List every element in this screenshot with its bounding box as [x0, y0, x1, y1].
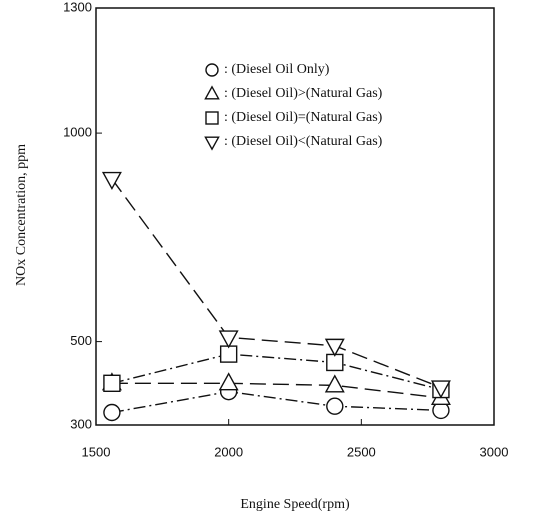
- legend-label: : (Diesel Oil)>(Natural Gas): [224, 86, 383, 101]
- plot-frame: [95, 7, 495, 426]
- data-point: [219, 345, 238, 363]
- x-tick-label: 1500: [82, 444, 111, 459]
- data-point: [218, 330, 239, 349]
- y-tick-label: 300: [70, 416, 92, 431]
- legend-marker: [205, 63, 219, 77]
- x-tick-label: 3000: [480, 444, 509, 459]
- legend-label: : (Diesel Oil)<(Natural Gas): [224, 134, 383, 149]
- data-point: [326, 397, 344, 415]
- data-point: [324, 338, 345, 357]
- series-line: [111, 178, 442, 389]
- x-tick-label: 2500: [347, 444, 376, 459]
- y-tick-label: 1300: [63, 0, 92, 14]
- y-axis-label: NOx Concentration, ppm: [14, 144, 29, 286]
- data-point: [326, 353, 344, 372]
- series-line: [111, 353, 442, 391]
- legend-label: : (Diesel Oil Only): [224, 62, 330, 77]
- y-tick-label: 1000: [63, 125, 92, 140]
- y-tick-label: 500: [70, 333, 92, 348]
- x-axis-label: Engine Speed(rpm): [240, 497, 350, 512]
- data-point: [430, 380, 451, 399]
- data-point: [101, 171, 122, 191]
- legend-marker: [205, 111, 219, 125]
- data-point: [103, 374, 121, 392]
- series-line: [111, 382, 442, 399]
- data-point: [324, 374, 345, 393]
- legend-marker: [204, 85, 220, 100]
- legend-label: : (Diesel Oil)=(Natural Gas): [224, 110, 383, 125]
- data-point: [218, 372, 239, 391]
- series-line: [111, 390, 441, 414]
- data-point: [103, 403, 121, 422]
- x-tick-label: 2000: [214, 444, 243, 459]
- legend-marker: [204, 136, 220, 151]
